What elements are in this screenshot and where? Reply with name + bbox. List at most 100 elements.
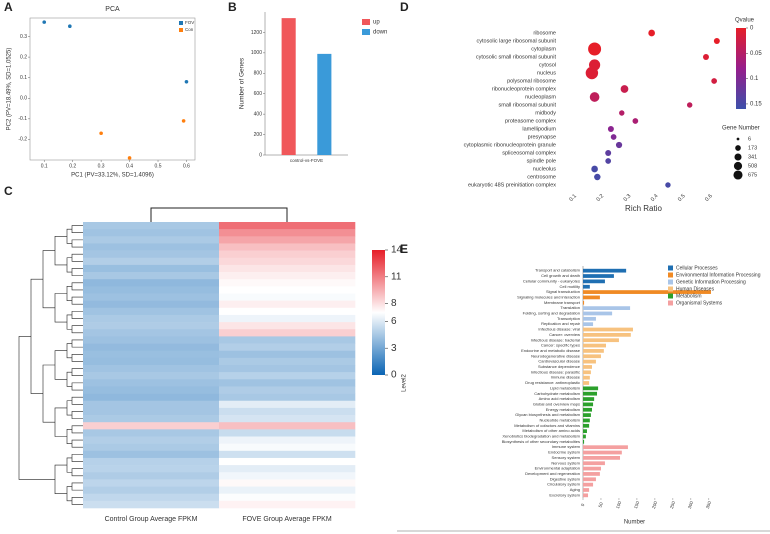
x-axis-label: Rich Ratio bbox=[625, 204, 662, 213]
bar bbox=[583, 274, 614, 278]
category-label: Membrane transport bbox=[544, 300, 581, 305]
x-tick-label: 0.1 bbox=[568, 193, 578, 203]
size-legend-label: 341 bbox=[748, 154, 757, 160]
heatmap-cell bbox=[83, 229, 220, 237]
category-label: Development and regeneration bbox=[525, 471, 580, 476]
heatmap-cell bbox=[219, 250, 356, 259]
category-label: polysomal ribosome bbox=[507, 78, 556, 84]
heatmap-cell bbox=[219, 479, 356, 487]
bar bbox=[583, 482, 594, 487]
x-tick-label: 0.2 bbox=[69, 163, 76, 169]
heatmap-cell bbox=[83, 264, 220, 273]
bar bbox=[583, 413, 591, 417]
category-label: Infectious disease: viral bbox=[538, 327, 580, 332]
heatmap-cell bbox=[83, 329, 220, 337]
bubble bbox=[607, 126, 614, 132]
bar bbox=[583, 429, 587, 434]
colorbar-label: 6 bbox=[391, 316, 397, 327]
category-label: Immune disease bbox=[551, 375, 581, 380]
column-dendrogram bbox=[150, 207, 288, 222]
y-tick-label: 800 bbox=[254, 71, 263, 77]
bar bbox=[583, 407, 592, 412]
category-label: Folding, sorting and degradation bbox=[523, 311, 580, 316]
y-tick-label: 600 bbox=[254, 91, 263, 97]
heatmap-cell bbox=[219, 386, 356, 394]
y-tick-label: 0.3 bbox=[20, 34, 27, 40]
colorbar-label: 0.15 bbox=[750, 102, 762, 108]
x-tick-label: 0.1 bbox=[41, 163, 48, 169]
category-label: Aging bbox=[570, 487, 580, 492]
category-label: small ribosomal subunit bbox=[499, 102, 557, 108]
heatmap-cell bbox=[219, 465, 356, 473]
bubble bbox=[711, 78, 717, 84]
bar bbox=[583, 434, 586, 439]
x-tick-label: 250 bbox=[669, 500, 676, 509]
category-label: Signal transduction bbox=[546, 289, 580, 294]
colorbar-label: 8 bbox=[391, 298, 397, 309]
heatmap-cell bbox=[83, 322, 220, 330]
legend-label: Con bbox=[185, 27, 194, 32]
heatmap-cell bbox=[219, 486, 356, 494]
category-label: nucleoplasm bbox=[525, 94, 556, 100]
x-tick-label: 0.3 bbox=[623, 193, 633, 203]
bubble bbox=[620, 85, 629, 93]
bar bbox=[583, 311, 613, 316]
chart-title: PCA bbox=[105, 6, 120, 13]
heatmap-cell bbox=[83, 372, 220, 380]
category-label: Nervous system bbox=[551, 460, 580, 465]
bar bbox=[583, 461, 605, 466]
heatmap-cell bbox=[219, 357, 356, 366]
panel-letter: E bbox=[400, 242, 408, 256]
size-legend-label: 675 bbox=[748, 172, 757, 178]
y-tick-label: 0.0 bbox=[20, 96, 27, 102]
category-label: Infectious disease: bacterial bbox=[531, 337, 580, 342]
y-tick-label: 1200 bbox=[251, 30, 262, 36]
panel-letter: D bbox=[400, 0, 409, 14]
x-tick-label: 100 bbox=[615, 500, 622, 509]
heatmap-cell bbox=[219, 450, 356, 459]
bar bbox=[583, 381, 590, 385]
bubble bbox=[632, 118, 639, 124]
x-axis-label: Number bbox=[624, 520, 645, 526]
bar bbox=[583, 445, 628, 450]
heatmap-cell bbox=[83, 429, 220, 437]
bubble bbox=[686, 102, 693, 108]
category-label: ribonucleoprotein complex bbox=[492, 86, 556, 92]
bar bbox=[583, 322, 594, 327]
x-tick-label: 350 bbox=[705, 500, 712, 509]
bubble bbox=[648, 29, 655, 37]
category-label: Immune system bbox=[552, 444, 581, 449]
y-tick-label: -0.1 bbox=[18, 116, 27, 122]
bar bbox=[583, 466, 601, 471]
category-label: Environmental adaptation bbox=[535, 466, 580, 471]
category-label: Nucleotide metabolism bbox=[540, 418, 581, 423]
heatmap-cell bbox=[219, 314, 356, 323]
bubble bbox=[619, 110, 625, 116]
category-label: Cancer: specific types bbox=[541, 343, 580, 348]
colorbar-title: Qvalue bbox=[735, 18, 755, 24]
heatmap-cell bbox=[219, 236, 356, 244]
heatmap-cell bbox=[83, 222, 220, 230]
x-tick-label: 0.2 bbox=[596, 193, 606, 203]
category-label: Neurodegenerative disease bbox=[531, 353, 581, 358]
point bbox=[127, 156, 132, 160]
bubble bbox=[665, 182, 671, 188]
category-label: cytoplasmic ribonucleoprotein granule bbox=[464, 142, 556, 148]
bar bbox=[583, 493, 589, 498]
colorbar-label: 0 bbox=[391, 370, 397, 381]
legend-label: FOV bbox=[185, 20, 194, 25]
bar bbox=[583, 456, 621, 460]
legend-swatch bbox=[362, 29, 370, 35]
y-tick-label: 0.1 bbox=[20, 75, 27, 81]
legend-swatch bbox=[362, 19, 370, 25]
category-label: Energy metabolism bbox=[546, 407, 581, 412]
heatmap-cell bbox=[83, 443, 220, 452]
bar bbox=[583, 359, 596, 364]
heatmap-cell bbox=[83, 500, 220, 509]
legend-swatch bbox=[179, 21, 183, 25]
bubble bbox=[594, 173, 601, 181]
heatmap-cell bbox=[83, 343, 220, 351]
x-tick-label: 0.4 bbox=[126, 163, 133, 169]
point bbox=[184, 79, 189, 84]
